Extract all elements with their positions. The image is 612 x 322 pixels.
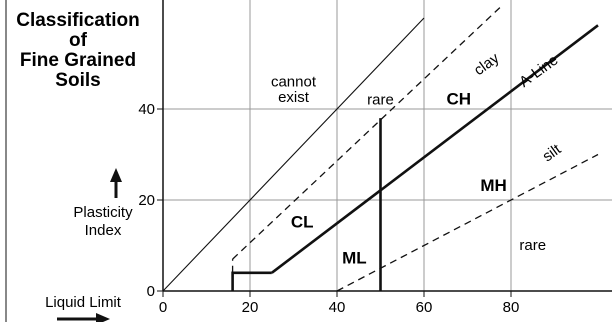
x-tick-label-0: 0	[159, 299, 167, 316]
axes: 0 20 40 60 80 0 20 40	[5, 0, 612, 322]
chart-title-line-4: Soils	[55, 70, 100, 91]
region-label-2: rare	[367, 91, 394, 108]
chart-title-line-2: of	[69, 30, 88, 51]
y-tick-label-2: 40	[138, 101, 155, 118]
y-tick-label-1: 20	[138, 192, 155, 209]
series-lines	[163, 4, 599, 291]
chart-title-line-3: Fine Grained	[20, 50, 136, 71]
y-tick-label-0: 0	[147, 283, 155, 300]
region-label-9: ML	[342, 249, 367, 268]
x-tick-label-4: 80	[503, 299, 520, 316]
region-label-5: A-Line	[516, 52, 561, 91]
x-tick-label-3: 60	[416, 299, 433, 316]
y-axis-label-line-1: Plasticity	[73, 204, 133, 221]
x-axis-label: Liquid Limit	[45, 294, 122, 311]
arrow-up-icon	[110, 168, 122, 198]
series-line-0	[271, 24, 599, 274]
region-label-6: silt	[539, 140, 564, 165]
region-label-4: clay	[471, 49, 503, 79]
region-label-8: CL	[291, 212, 314, 231]
region-label-3: CH	[447, 89, 472, 108]
series-line-5	[231, 271, 272, 291]
y-axis-label-line-2: Index	[85, 222, 122, 239]
series-line-3	[336, 153, 599, 291]
region-label-7: MH	[480, 176, 506, 195]
region-label-10: rare	[519, 237, 546, 254]
arrow-right-icon	[57, 313, 110, 322]
series-line-1	[163, 17, 425, 291]
region-label-0: cannot	[271, 73, 317, 90]
x-tick-label-1: 20	[242, 299, 259, 316]
x-tick-label-2: 40	[329, 299, 346, 316]
chart-title-line-1: Classification	[16, 10, 140, 31]
region-label-1: exist	[278, 89, 310, 106]
series-line-2	[232, 4, 503, 260]
